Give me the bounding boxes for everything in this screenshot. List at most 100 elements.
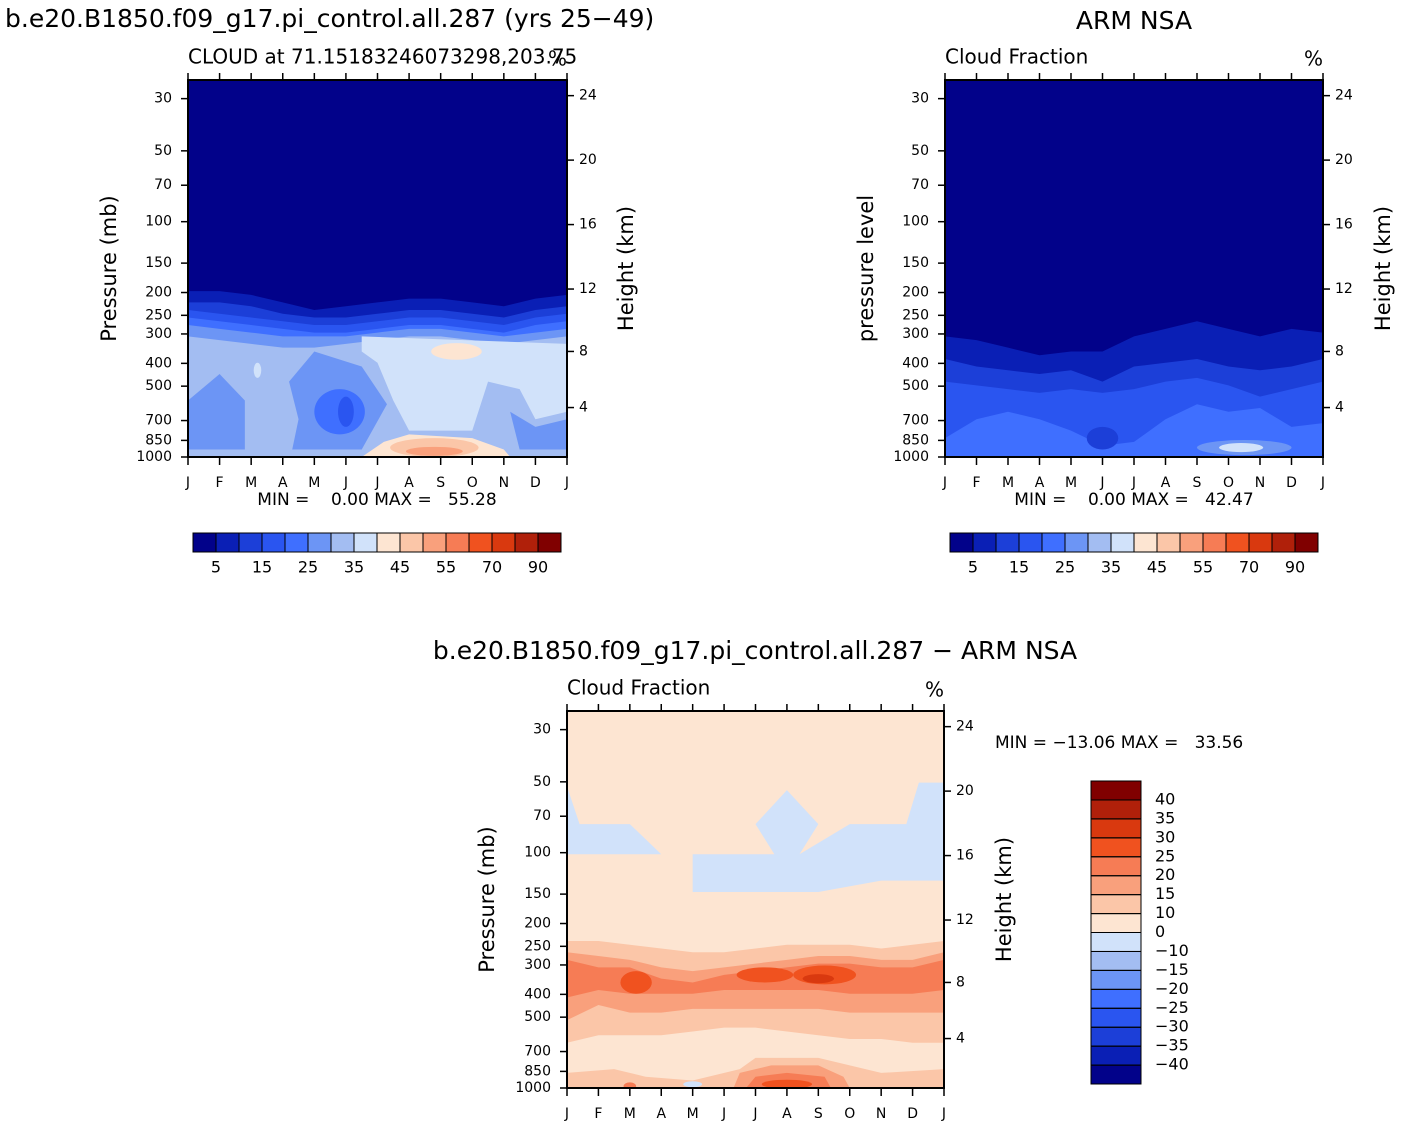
colorbar-label: −20 — [1155, 979, 1189, 998]
y2-tick-label: 4 — [579, 400, 588, 416]
y-tick-label: 70 — [154, 177, 172, 193]
y-tick-label: 700 — [145, 413, 172, 429]
colorbar-box — [537, 532, 562, 553]
y-tick-label: 400 — [524, 986, 551, 1002]
colorbar-box — [995, 532, 1020, 553]
x-tick-label: O — [1223, 475, 1234, 491]
colorbar-box — [1133, 532, 1158, 553]
x-tick-label: J — [1131, 475, 1136, 491]
x-tick-label: J — [941, 1106, 946, 1122]
x-tick-label: A — [278, 475, 288, 491]
colorbar-box — [1090, 1007, 1142, 1028]
colorbar-box — [215, 532, 240, 553]
colorbar-box — [1018, 532, 1043, 553]
x-tick-label: J — [185, 475, 190, 491]
subtitle-right: % — [925, 678, 944, 702]
colorbar-box — [422, 532, 447, 553]
colorbar-box — [261, 532, 286, 553]
colorbar-box — [1271, 532, 1296, 553]
y-tick-label: 30 — [154, 91, 172, 107]
y-tick-label: 850 — [524, 1063, 551, 1079]
y-tick-label: 150 — [145, 255, 172, 271]
colorbar-label: 40 — [1155, 789, 1175, 808]
colorbar-box — [1179, 532, 1204, 553]
y-tick-label: 200 — [524, 916, 551, 932]
y2-tick-label: 4 — [1335, 400, 1344, 416]
colorbar-box — [1090, 969, 1142, 990]
contour-field — [567, 711, 944, 1088]
y2-tick-label: 4 — [956, 1031, 965, 1047]
colorbar-label: −15 — [1155, 960, 1189, 979]
x-tick-label: J — [942, 475, 947, 491]
colorbar-label: 15 — [1009, 558, 1029, 577]
y2-tick-label: 12 — [956, 912, 974, 928]
y-tick-label: 300 — [902, 326, 929, 342]
x-tick-label: N — [499, 475, 509, 491]
y-tick-label: 500 — [524, 1009, 551, 1025]
contour-fill — [405, 446, 463, 456]
x-tick-label: S — [436, 475, 445, 491]
x-tick-label: M — [624, 1106, 636, 1122]
colorbar-label: 15 — [252, 558, 272, 577]
y2-axis-label: Height (km) — [992, 837, 1016, 962]
subtitle-right: % — [548, 47, 567, 71]
y2-axis-label: Height (km) — [1371, 206, 1395, 331]
y-tick-label: 700 — [524, 1044, 551, 1060]
contour-fill — [1219, 443, 1264, 453]
contour-fill — [188, 374, 245, 450]
colorbar-box — [1156, 532, 1181, 553]
colorbar-label: 45 — [1147, 558, 1167, 577]
contour-fill — [620, 971, 652, 994]
x-tick-label: M — [687, 1106, 699, 1122]
y-tick-label: 30 — [911, 91, 929, 107]
subtitle-right: % — [1304, 47, 1323, 71]
y-tick-label: 400 — [902, 355, 929, 371]
subtitle-left: CLOUD at 71.15183246073298,203.75 — [188, 45, 577, 69]
y2-tick-label: 24 — [579, 88, 597, 104]
colorbar-box — [1090, 932, 1142, 952]
y2-tick-label: 16 — [579, 217, 597, 233]
y2-tick-label: 12 — [1335, 281, 1353, 297]
min-max-stats: MIN = −13.06 MAX = 33.56 — [995, 733, 1243, 753]
x-tick-label: J — [721, 1106, 726, 1122]
y-axis-label: Pressure (mb) — [475, 826, 499, 973]
colorbar-label: 15 — [1155, 884, 1175, 903]
y-tick-label: 70 — [911, 177, 929, 193]
colorbar-label: 35 — [344, 558, 364, 577]
colorbar-box — [491, 532, 516, 553]
x-tick-label: F — [216, 475, 224, 491]
contour-field — [188, 80, 567, 457]
y-tick-label: 50 — [154, 143, 172, 159]
y-tick-label: 700 — [902, 413, 929, 429]
colorbar-box — [1090, 780, 1142, 801]
colorbar-box — [972, 532, 997, 553]
colorbar-label: −25 — [1155, 998, 1189, 1017]
y-axis-label: pressure level — [854, 195, 878, 342]
colorbar-box — [445, 532, 470, 553]
x-tick-label: M — [245, 475, 257, 491]
y2-tick-label: 8 — [1335, 343, 1344, 359]
colorbar-label: 70 — [482, 558, 502, 577]
colorbar-box — [1090, 1026, 1142, 1047]
colorbar-box — [1110, 532, 1135, 553]
contour-fill — [431, 343, 482, 360]
x-tick-label: J — [564, 1106, 569, 1122]
colorbar-box — [1090, 799, 1142, 820]
y-tick-label: 70 — [533, 808, 551, 824]
colorbar-box — [330, 532, 355, 553]
min-max-stats: MIN = 0.00 MAX = 42.47 — [1014, 490, 1253, 510]
x-tick-label: S — [814, 1106, 823, 1122]
x-tick-label: F — [594, 1106, 602, 1122]
y-tick-label: 500 — [145, 378, 172, 394]
colorbar-box — [949, 532, 974, 553]
x-tick-label: J — [1099, 475, 1104, 491]
colorbar-label: 30 — [1155, 827, 1175, 846]
y-tick-label: 400 — [145, 355, 172, 371]
y-tick-label: 150 — [524, 886, 551, 902]
y-axis-label: Pressure (mb) — [97, 195, 121, 342]
contour-field — [945, 80, 1323, 457]
y-tick-label: 50 — [911, 143, 929, 159]
x-tick-label: J — [564, 475, 569, 491]
